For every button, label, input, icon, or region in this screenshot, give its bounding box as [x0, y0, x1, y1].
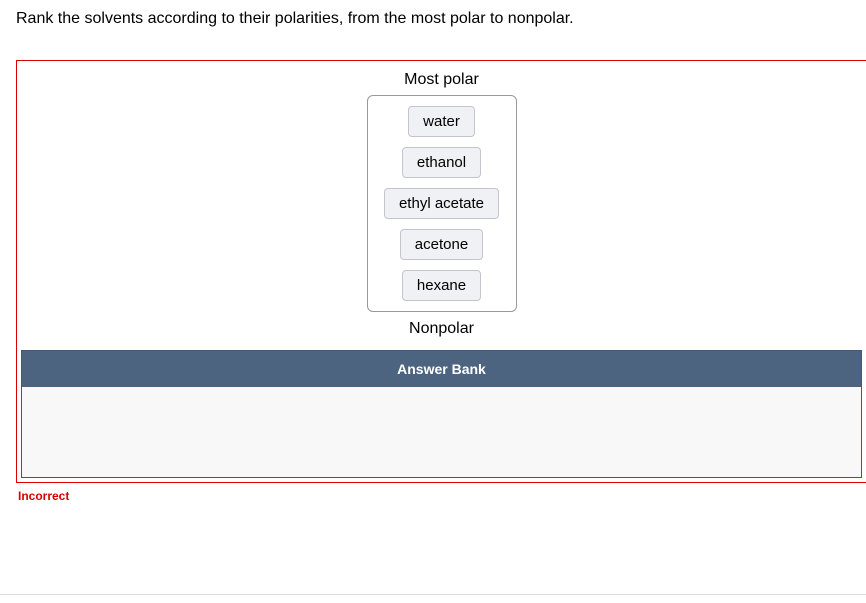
solvent-chip[interactable]: hexane [402, 270, 481, 301]
top-polar-label: Most polar [404, 71, 479, 89]
solvent-chip[interactable]: ethyl acetate [384, 188, 499, 219]
solvent-chip[interactable]: water [408, 106, 475, 137]
ranking-drop-zone[interactable]: water ethanol ethyl acetate acetone hexa… [367, 95, 517, 312]
ranking-area: Most polar water ethanol ethyl acetate a… [17, 61, 866, 350]
answer-bank-header: Answer Bank [22, 351, 861, 387]
bottom-nonpolar-label: Nonpolar [409, 320, 474, 338]
divider [0, 594, 866, 595]
answer-bank: Answer Bank [21, 350, 862, 478]
answer-bank-body[interactable] [22, 387, 861, 477]
activity-container: Most polar water ethanol ethyl acetate a… [16, 60, 866, 483]
solvent-chip[interactable]: ethanol [402, 147, 481, 178]
question-text: Rank the solvents according to their pol… [0, 0, 866, 30]
solvent-chip[interactable]: acetone [400, 229, 483, 260]
feedback-incorrect: Incorrect [0, 483, 866, 503]
question-prompt: Rank the solvents according to their pol… [16, 10, 574, 27]
